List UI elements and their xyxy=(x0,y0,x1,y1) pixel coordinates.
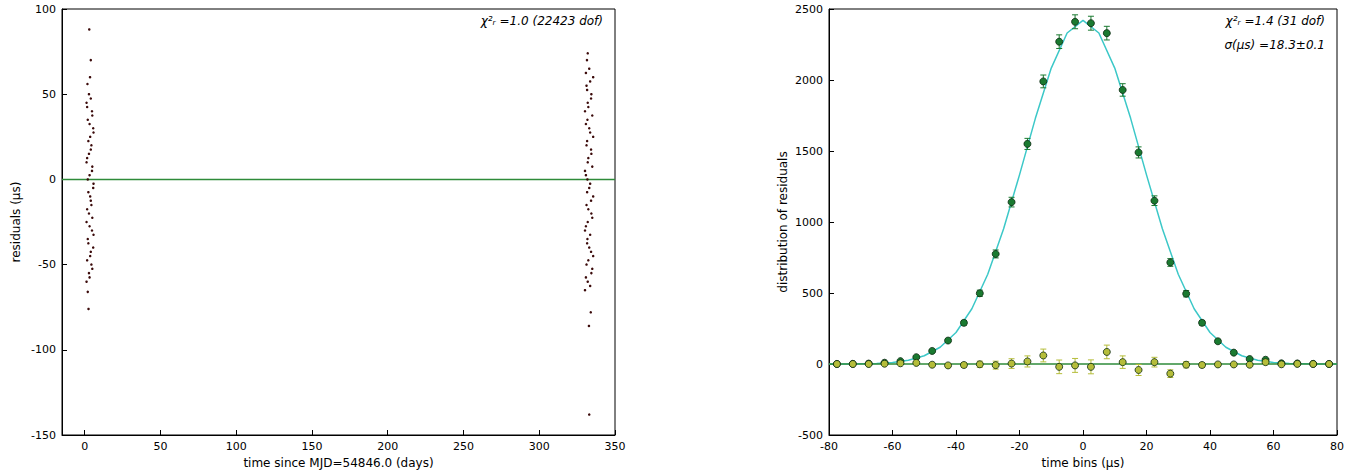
svg-text:80: 80 xyxy=(1330,440,1344,453)
svg-text:0: 0 xyxy=(816,358,823,371)
svg-text:residuals (μs): residuals (μs) xyxy=(9,182,23,263)
svg-text:100: 100 xyxy=(35,3,56,16)
svg-text:1000: 1000 xyxy=(795,216,823,229)
svg-text:0: 0 xyxy=(81,440,88,453)
svg-text:60: 60 xyxy=(1267,440,1281,453)
svg-text:2000: 2000 xyxy=(795,74,823,87)
svg-text:0: 0 xyxy=(49,173,56,186)
svg-text:-50: -50 xyxy=(38,258,56,271)
svg-text:χ²ᵣ =1.0 (22423 dof): χ²ᵣ =1.0 (22423 dof) xyxy=(480,14,603,28)
svg-text:time since MJD=54846.0 (days): time since MJD=54846.0 (days) xyxy=(243,456,433,470)
svg-text:150: 150 xyxy=(301,440,322,453)
svg-text:0: 0 xyxy=(1080,440,1087,453)
svg-text:-500: -500 xyxy=(798,428,823,442)
svg-text:-60: -60 xyxy=(884,440,902,453)
svg-text:time bins (μs): time bins (μs) xyxy=(1042,456,1125,470)
svg-text:500: 500 xyxy=(802,287,823,300)
svg-text:100: 100 xyxy=(226,440,247,453)
svg-text:300: 300 xyxy=(529,440,550,453)
svg-text:50: 50 xyxy=(153,440,167,453)
svg-text:-150: -150 xyxy=(31,429,56,442)
svg-text:50: 50 xyxy=(42,88,56,101)
svg-text:2500: 2500 xyxy=(795,3,823,16)
svg-text:350: 350 xyxy=(605,440,626,453)
svg-text:σ(μs) =18.3±0.1: σ(μs) =18.3±0.1 xyxy=(1224,38,1325,52)
svg-text:1500: 1500 xyxy=(795,145,823,158)
svg-text:distribution of residuals: distribution of residuals xyxy=(776,151,790,292)
svg-text:-40: -40 xyxy=(947,440,965,453)
svg-text:-80: -80 xyxy=(820,440,838,453)
svg-text:20: 20 xyxy=(1140,440,1154,453)
svg-text:-100: -100 xyxy=(31,343,56,356)
svg-text:200: 200 xyxy=(377,440,398,453)
svg-text:χ²ᵣ =1.4 (31 dof): χ²ᵣ =1.4 (31 dof) xyxy=(1225,14,1325,28)
svg-text:250: 250 xyxy=(453,440,474,453)
svg-text:-20: -20 xyxy=(1011,440,1029,453)
svg-text:40: 40 xyxy=(1203,440,1217,453)
